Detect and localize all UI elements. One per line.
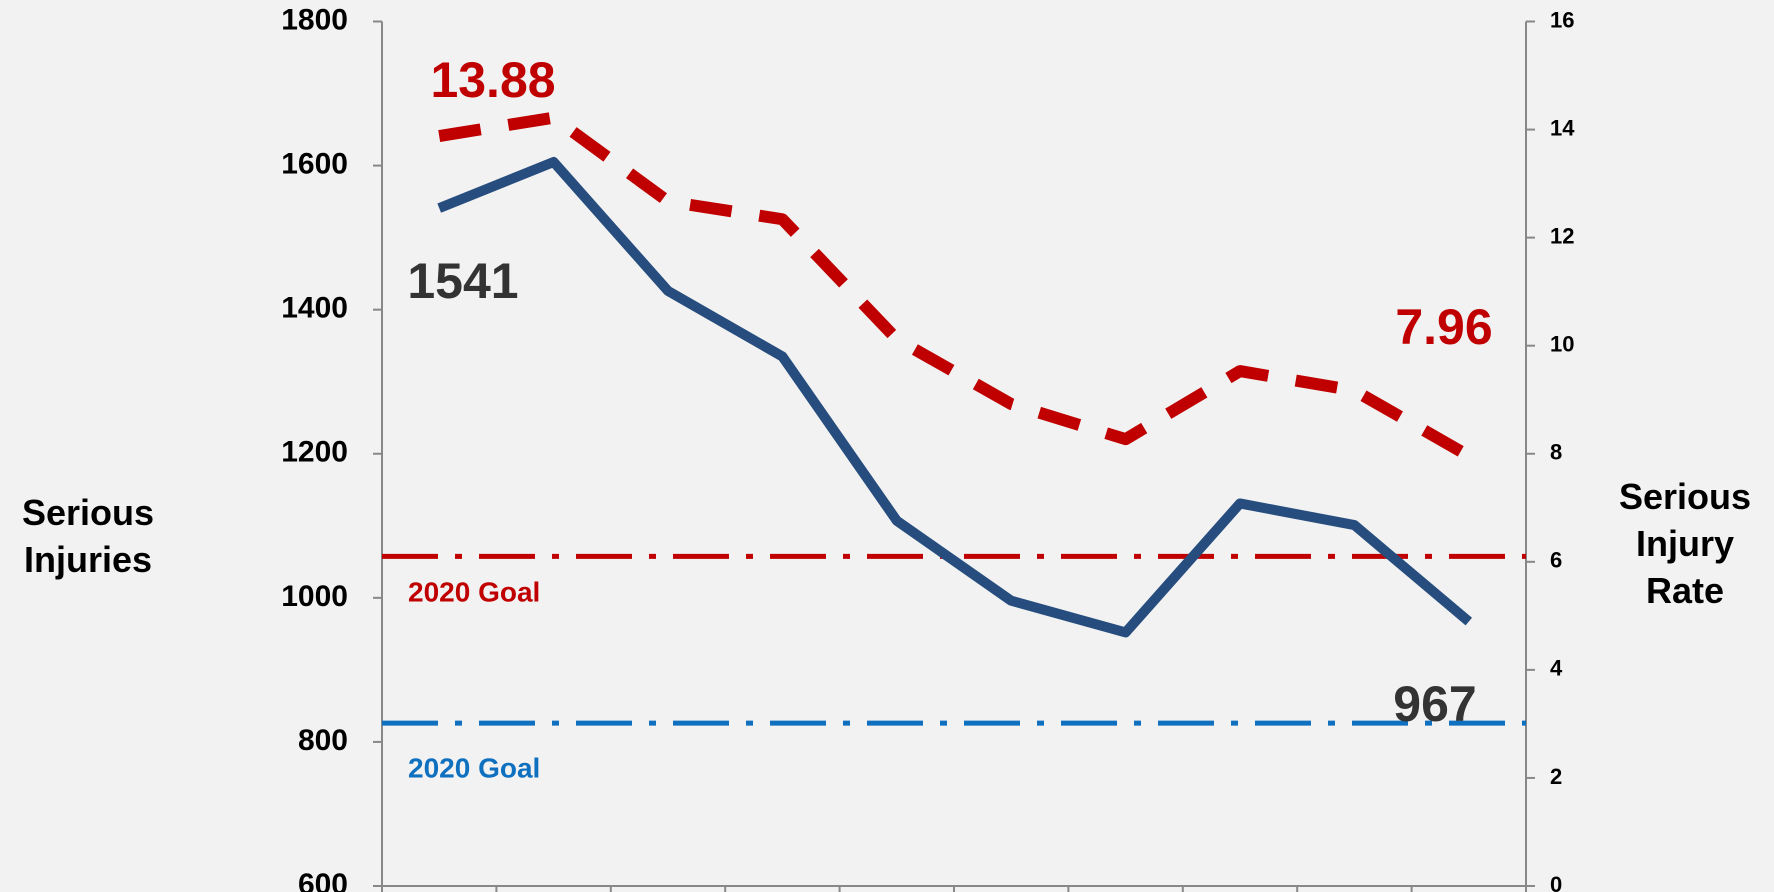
y2-tick-label: 4 bbox=[1550, 656, 1563, 681]
series-line bbox=[438, 111, 1472, 462]
y2-tick-label: 2 bbox=[1550, 764, 1562, 789]
y2-tick-label: 14 bbox=[1550, 115, 1575, 140]
y2-tick-label: 10 bbox=[1550, 332, 1574, 357]
y-tick-label: 600 bbox=[298, 868, 348, 892]
y2-tick-label: 16 bbox=[1550, 7, 1574, 32]
goal-label: 2020 Goal bbox=[408, 752, 540, 783]
y-tick-label: 1400 bbox=[281, 292, 348, 325]
data-label: 7.96 bbox=[1395, 299, 1492, 355]
y2-axis-label: Serious Injury Rate bbox=[1618, 476, 1752, 611]
data-label: 13.88 bbox=[430, 52, 555, 108]
y-tick-label: 1600 bbox=[281, 148, 348, 181]
y2-tick-label: 6 bbox=[1550, 548, 1562, 573]
y-tick-label: 800 bbox=[298, 724, 348, 757]
y2-tick-label: 12 bbox=[1550, 223, 1574, 248]
y-tick-label: 1000 bbox=[281, 580, 348, 613]
y-tick-label: 1800 bbox=[281, 3, 348, 36]
y-axis-label: Serious Injuries bbox=[21, 492, 155, 580]
goal-label: 2020 Goal bbox=[408, 576, 540, 607]
y2-tick-label: 0 bbox=[1550, 872, 1562, 892]
y-tick-label: 1200 bbox=[281, 436, 348, 469]
data-label: 967 bbox=[1393, 676, 1476, 732]
series-line bbox=[437, 156, 1473, 638]
y2-tick-label: 8 bbox=[1550, 440, 1562, 465]
data-label: 1541 bbox=[407, 253, 518, 309]
